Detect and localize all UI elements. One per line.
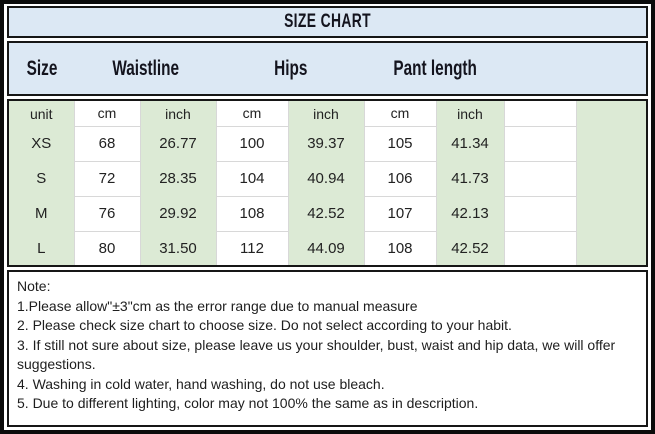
note-item-4: 4. Washing in cold water, hand washing, … xyxy=(17,375,385,392)
note-item-2: 2. Please check size chart to choose siz… xyxy=(17,317,512,333)
unit-cell: cm xyxy=(73,99,141,127)
hips-cm-cell: 104 xyxy=(215,160,289,197)
table-row-l: L 80 31.50 112 44.09 108 42.52 xyxy=(8,230,647,267)
size-table: unit cm inch cm inch cm inch XS 68 26.77… xyxy=(7,99,648,267)
header-waistline-label: Waistline xyxy=(112,56,180,80)
header-cell-waistline: Waistline xyxy=(75,57,217,81)
waist-cm-cell: 76 xyxy=(73,195,141,232)
header-hips-label: Hips xyxy=(274,56,308,80)
hips-inch-cell: 42.52 xyxy=(288,196,364,231)
unit-cell: inch xyxy=(436,100,504,126)
page-title: SIZE CHART xyxy=(284,11,371,32)
notes-section: Note: 1.Please allow"±3"cm as the error … xyxy=(7,270,648,427)
notes-label: Note: xyxy=(17,278,51,294)
hips-inch-cell: 44.09 xyxy=(288,231,364,266)
empty-cell xyxy=(576,196,647,231)
waist-cm-cell: 72 xyxy=(73,160,141,197)
hips-inch-cell: 39.37 xyxy=(288,126,364,161)
waist-cm-cell: 68 xyxy=(73,125,141,162)
waist-inch-cell: 29.92 xyxy=(140,196,216,231)
pant-inch-cell: 41.73 xyxy=(436,161,504,196)
waist-cm-cell: 80 xyxy=(73,230,141,267)
empty-cell xyxy=(576,126,647,161)
table-row-xs: XS 68 26.77 100 39.37 105 41.34 xyxy=(8,125,647,162)
hips-inch-cell: 40.94 xyxy=(288,161,364,196)
pant-cm-cell: 107 xyxy=(363,195,437,232)
header-cell-pant-length: Pant length xyxy=(365,57,505,81)
size-cell: L xyxy=(8,231,74,266)
column-group-header: Size Waistline Hips Pant length xyxy=(7,41,648,96)
pant-cm-cell: 108 xyxy=(363,230,437,267)
waist-inch-cell: 31.50 xyxy=(140,231,216,266)
size-cell: M xyxy=(8,196,74,231)
pant-cm-cell: 106 xyxy=(363,160,437,197)
pant-inch-cell: 42.52 xyxy=(436,231,504,266)
empty-cell xyxy=(503,230,577,267)
table-row-m: M 76 29.92 108 42.52 107 42.13 xyxy=(8,195,647,232)
empty-cell xyxy=(576,231,647,266)
empty-cell xyxy=(576,161,647,196)
pant-cm-cell: 105 xyxy=(363,125,437,162)
header-cell-hips: Hips xyxy=(217,57,365,81)
waist-inch-cell: 26.77 xyxy=(140,126,216,161)
note-item-1: 1.Please allow"±3"cm as the error range … xyxy=(17,297,418,314)
header-size-label: Size xyxy=(26,56,58,80)
empty-cell xyxy=(503,160,577,197)
empty-cell xyxy=(503,99,577,127)
hips-cm-cell: 108 xyxy=(215,195,289,232)
note-item-3: 3. If still not sure about size, please … xyxy=(17,336,616,373)
note-item-5: 5. Due to different lighting, color may … xyxy=(17,395,479,411)
size-cell: XS xyxy=(8,126,74,161)
empty-cell xyxy=(503,195,577,232)
unit-cell: inch xyxy=(140,100,216,126)
unit-row: unit cm inch cm inch cm inch xyxy=(8,99,647,127)
empty-cell xyxy=(503,125,577,162)
unit-label-cell: unit xyxy=(8,100,74,126)
hips-cm-cell: 112 xyxy=(215,230,289,267)
pant-inch-cell: 41.34 xyxy=(436,126,504,161)
size-cell: S xyxy=(8,161,74,196)
waist-inch-cell: 28.35 xyxy=(140,161,216,196)
header-cell-size: Size xyxy=(9,57,75,81)
unit-cell: cm xyxy=(363,99,437,127)
unit-cell: inch xyxy=(288,100,364,126)
empty-cell xyxy=(576,100,647,126)
unit-cell: cm xyxy=(215,99,289,127)
title-bar: SIZE CHART xyxy=(7,6,648,38)
header-pant-length-label: Pant length xyxy=(393,56,477,80)
table-row-s: S 72 28.35 104 40.94 106 41.73 xyxy=(8,160,647,197)
hips-cm-cell: 100 xyxy=(215,125,289,162)
pant-inch-cell: 42.13 xyxy=(436,196,504,231)
